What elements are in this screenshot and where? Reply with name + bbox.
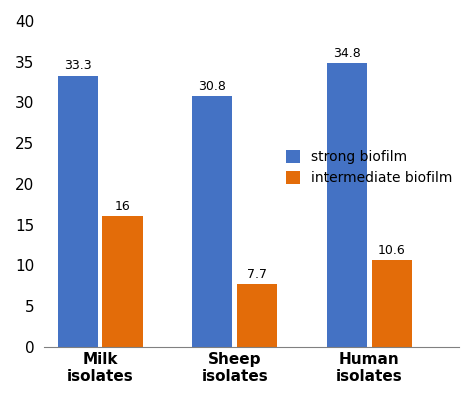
Bar [237,284,277,347]
Text: 34.8: 34.8 [333,47,361,60]
Bar [102,216,143,347]
Bar [327,63,367,347]
Text: 30.8: 30.8 [198,80,226,93]
Bar [372,261,412,347]
Bar [57,75,98,347]
Bar [192,96,232,347]
Text: 10.6: 10.6 [378,244,406,257]
Text: 16: 16 [115,200,130,213]
Text: 7.7: 7.7 [247,268,267,281]
Text: 33.3: 33.3 [64,59,91,72]
Legend: strong biofilm, intermediate biofilm: strong biofilm, intermediate biofilm [286,150,452,185]
